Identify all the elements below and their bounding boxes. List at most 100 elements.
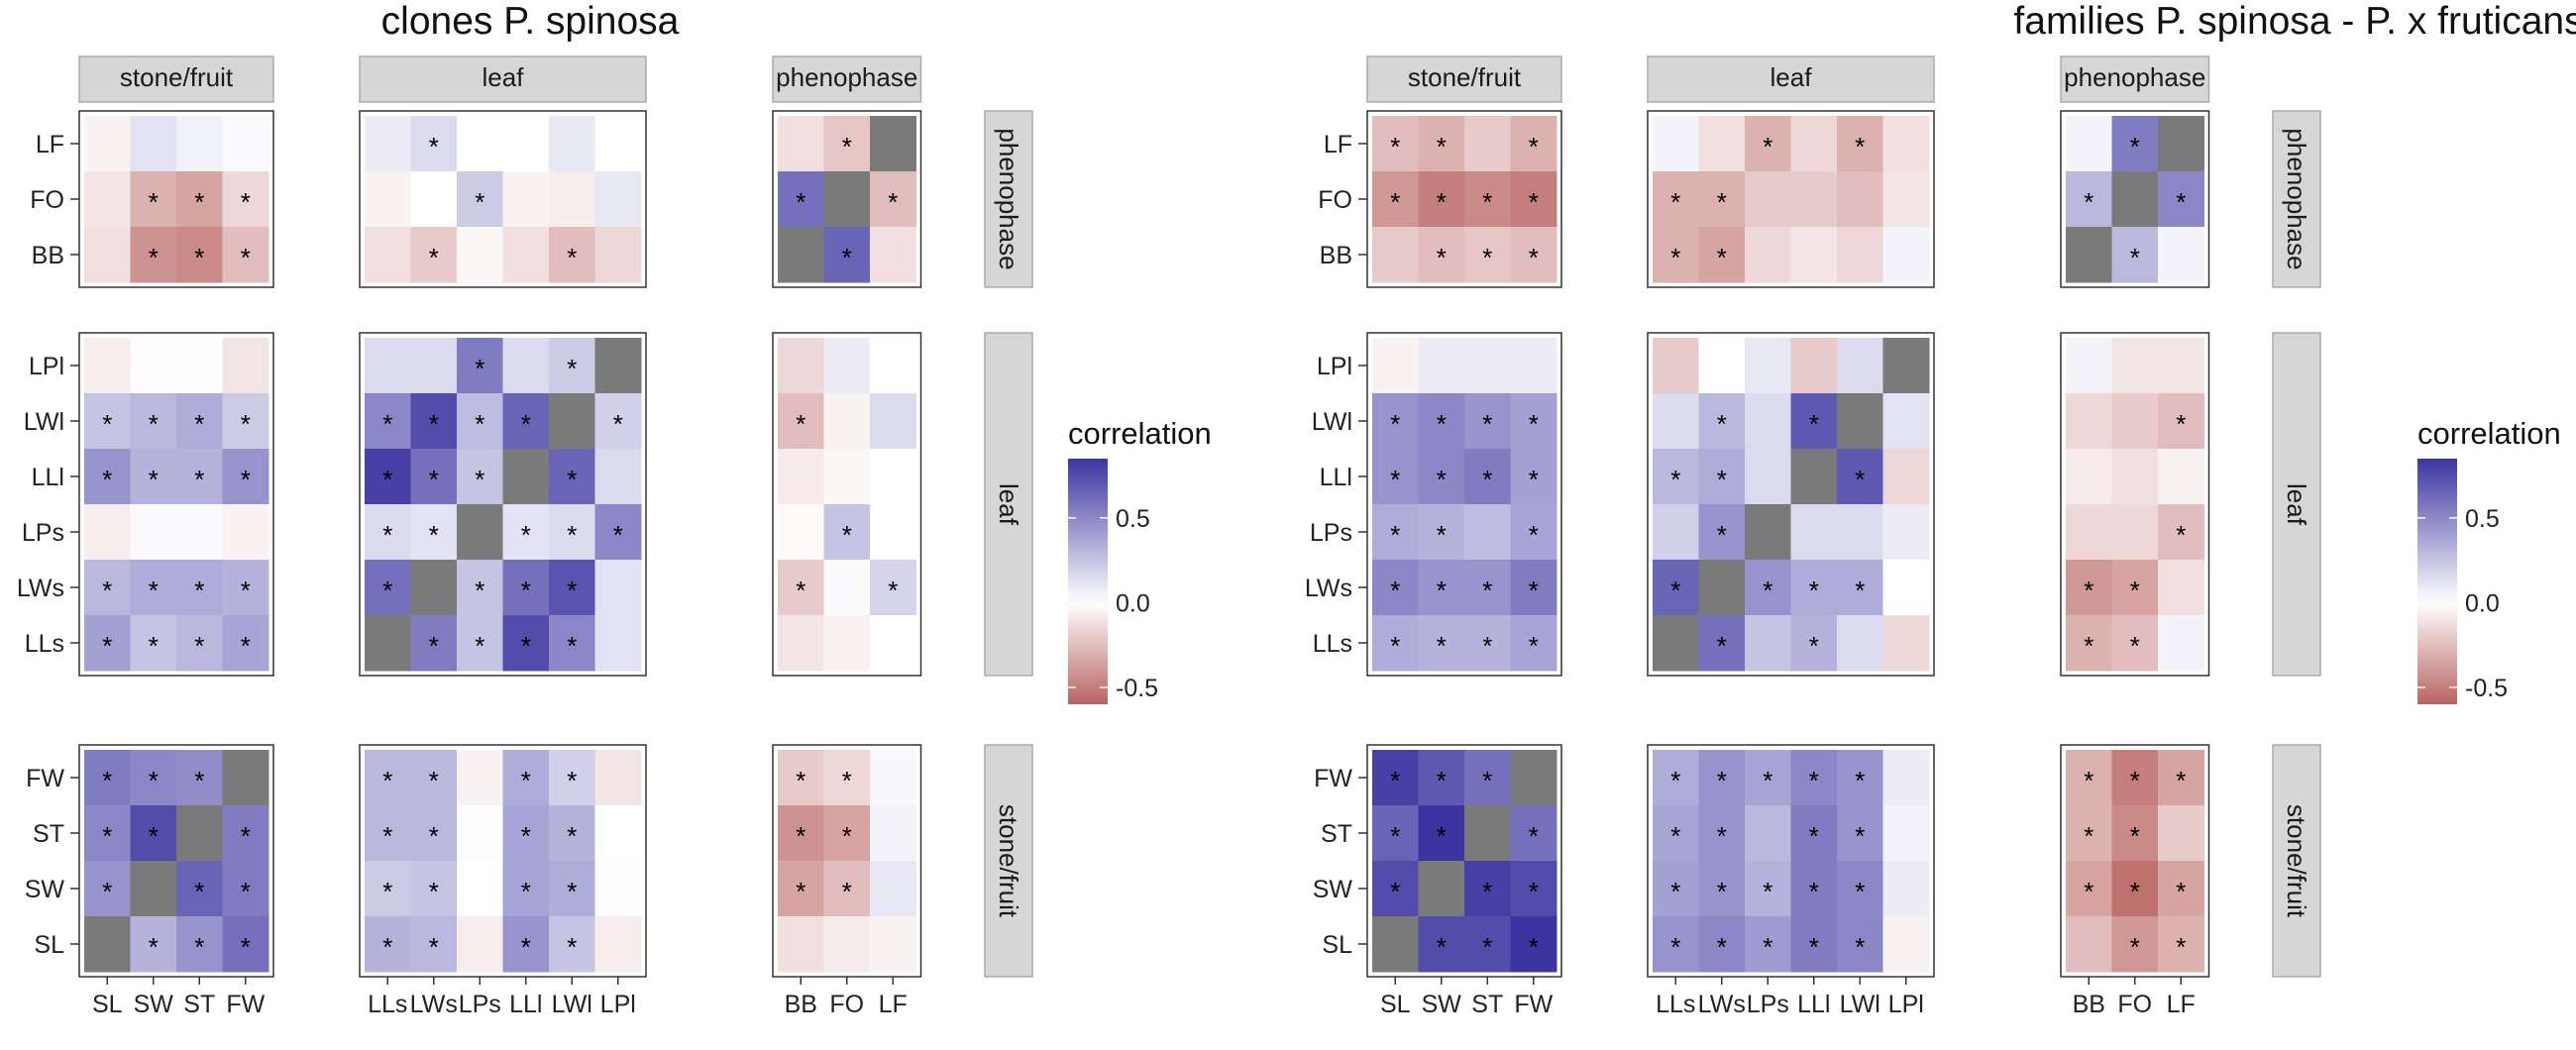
- heatmap-cell: [1418, 116, 1465, 172]
- heatmap-cell: [176, 861, 223, 917]
- column-strip-label: phenophase: [2064, 62, 2205, 92]
- heatmap-cell: [1418, 750, 1465, 806]
- heatmap-cell: [1790, 227, 1838, 283]
- heatmap-cell: [2066, 171, 2112, 228]
- legend-tick-label: 0.0: [1116, 589, 1150, 617]
- significance-marker: *: [1437, 187, 1447, 217]
- heatmap-cell: [778, 338, 824, 394]
- significance-marker: *: [194, 465, 204, 494]
- heatmap-cell: [365, 861, 411, 917]
- significance-marker: *: [2176, 877, 2186, 906]
- heatmap-cell: [84, 116, 131, 172]
- row-tick-label: ST: [1321, 820, 1352, 848]
- heatmap-cell: [594, 861, 642, 917]
- heatmap-cell: [1837, 916, 1883, 973]
- heatmap-cell: [2158, 449, 2204, 505]
- heatmap-cell: [1372, 615, 1419, 672]
- significance-marker: *: [2130, 766, 2140, 795]
- column-tick-label: LWs: [410, 991, 458, 1018]
- significance-marker: *: [1437, 932, 1447, 962]
- heatmap-cell: [502, 615, 550, 672]
- heatmap-cell: [2158, 916, 2204, 973]
- significance-marker: *: [1717, 409, 1727, 439]
- legend-tick-label: 0.5: [2465, 505, 2500, 533]
- heatmap-cell: [222, 393, 269, 450]
- heatmap-cell: [549, 560, 595, 616]
- heatmap-cell: [594, 116, 642, 172]
- heatmap-cell: [1698, 615, 1746, 672]
- heatmap-cell: [1418, 393, 1465, 450]
- significance-marker: *: [2130, 932, 2140, 962]
- heatmap-cell: [870, 116, 916, 172]
- significance-marker: *: [1390, 132, 1400, 161]
- column-tick-label: FO: [2117, 991, 2152, 1018]
- heatmap-cell: [1882, 116, 1930, 172]
- column-tick-label: LWl: [552, 991, 592, 1018]
- heatmap-cell: [1464, 750, 1511, 806]
- heatmap-cell: [1882, 504, 1930, 561]
- significance-marker: *: [1437, 132, 1447, 161]
- heatmap-cell: [1882, 171, 1930, 228]
- heatmap-cell: [1418, 805, 1465, 862]
- heatmap-cell: [1882, 750, 1930, 806]
- significance-marker: *: [1763, 766, 1772, 795]
- heatmap-cell: [502, 116, 550, 172]
- significance-marker: *: [1717, 465, 1727, 494]
- significance-marker: *: [2176, 520, 2186, 550]
- heatmap-cell: [130, 861, 177, 917]
- row-tick-label: LPl: [29, 353, 64, 380]
- heatmap-cell: [594, 171, 642, 228]
- heatmap-cell: [457, 504, 503, 561]
- significance-marker: *: [567, 354, 577, 383]
- heatmap-cell: [1790, 805, 1838, 862]
- heatmap-cell: [1510, 171, 1557, 228]
- heatmap-cell: [1372, 227, 1419, 283]
- heatmap-cell: [176, 615, 223, 672]
- heatmap-cell: [549, 171, 595, 228]
- heatmap-cell: [2066, 338, 2112, 394]
- heatmap-cell: [222, 338, 269, 394]
- significance-marker: *: [2084, 631, 2093, 661]
- heatmap-cell: [1790, 504, 1838, 561]
- significance-marker: *: [241, 243, 251, 272]
- significance-marker: *: [194, 766, 204, 795]
- significance-marker: *: [2176, 409, 2186, 439]
- heatmap-cell: [549, 750, 595, 806]
- heatmap-cell: [2111, 861, 2159, 917]
- legend-tick-label: -0.5: [1116, 675, 1158, 702]
- row-tick-label: LPs: [22, 519, 64, 547]
- significance-marker: *: [1482, 465, 1492, 494]
- column-strip-label: leaf: [1771, 62, 1813, 92]
- heatmap-cell: [222, 449, 269, 505]
- row-tick-label: LLs: [1313, 630, 1352, 658]
- heatmap-cell: [176, 560, 223, 616]
- significance-marker: *: [2176, 187, 2186, 217]
- heatmap-cell: [2158, 338, 2204, 394]
- significance-marker: *: [521, 631, 531, 661]
- significance-marker: *: [241, 187, 251, 217]
- significance-marker: *: [149, 576, 159, 605]
- heatmap-cell: [1837, 560, 1883, 616]
- significance-marker: *: [1390, 520, 1400, 550]
- heatmap-cell: [1790, 615, 1838, 672]
- heatmap-cell: [1882, 805, 1930, 862]
- heatmap-cell: [1418, 615, 1465, 672]
- column-tick-label: LLs: [1656, 991, 1695, 1018]
- significance-marker: *: [475, 576, 484, 605]
- heatmap-panel-1: clones P. spinosa stone/fruit leaf phenopha…: [17, 0, 1212, 1018]
- significance-marker: *: [149, 821, 159, 851]
- row-tick-label: FO: [30, 186, 64, 214]
- heatmap-cell: [365, 338, 411, 394]
- row-strip-label: leaf: [994, 483, 1023, 526]
- legend-colorbar: [1068, 459, 1108, 704]
- significance-marker: *: [521, 821, 531, 851]
- significance-marker: *: [1717, 821, 1727, 851]
- heatmap-cell: [130, 504, 177, 561]
- heatmap-cell: [2111, 449, 2159, 505]
- heatmap-cell: [1372, 805, 1419, 862]
- heatmap-cell: [1372, 449, 1419, 505]
- heatmap-cell: [549, 227, 595, 283]
- heatmap-cell: [2111, 393, 2159, 450]
- column-tick-label: SW: [134, 991, 174, 1018]
- row-tick-label: LPs: [1310, 519, 1352, 547]
